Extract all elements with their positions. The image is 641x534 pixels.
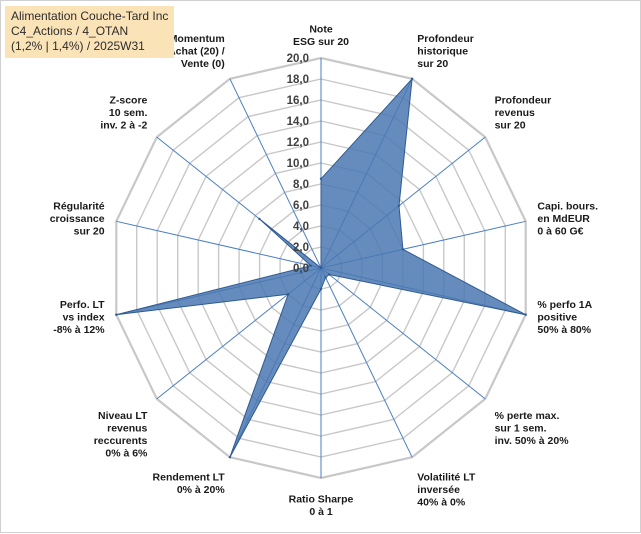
data-point bbox=[524, 313, 527, 316]
axis-category-label: Note bbox=[309, 24, 332, 36]
axis-category-label: sur 20 bbox=[74, 225, 105, 237]
axis-category-label: revenus bbox=[495, 107, 535, 119]
data-point bbox=[287, 293, 290, 296]
data-point bbox=[319, 177, 323, 180]
data-point bbox=[258, 217, 261, 221]
axis-category-label: 0 à 1 bbox=[309, 506, 333, 518]
axis-category-label: Régularité bbox=[53, 200, 105, 212]
axis-category-label: 10 sem. bbox=[109, 107, 148, 119]
axis-category-label: inversée bbox=[417, 484, 460, 496]
data-point bbox=[319, 287, 323, 291]
data-point bbox=[401, 248, 405, 251]
title-line-category: C4_Actions / 4_OTAN bbox=[11, 24, 129, 38]
data-point bbox=[228, 456, 232, 459]
radial-tick-label: 10,0 bbox=[287, 158, 309, 170]
title-line-period: (1,2% | 1,4%) / 2025W31 bbox=[11, 39, 145, 53]
axis-category-label: Perfo. LT bbox=[60, 299, 105, 311]
axis-category-label: % perte max. bbox=[495, 410, 560, 422]
axis-category-label: sur 20 bbox=[417, 58, 448, 70]
axis-category-label: Momentum bbox=[169, 33, 225, 45]
axis-spoke bbox=[116, 220, 322, 269]
axis-category-label: Capi. bours. bbox=[537, 200, 598, 212]
axis-category-label: 0 à 60 G€ bbox=[537, 225, 583, 237]
axis-spoke bbox=[320, 267, 486, 400]
axis-category-label: historique bbox=[417, 46, 468, 58]
axis-category-label: positive bbox=[537, 312, 577, 324]
axis-category-label: sur 20 bbox=[495, 120, 526, 132]
axis-spoke bbox=[229, 78, 322, 269]
axis-category-label: Vente (0) bbox=[181, 58, 225, 70]
chart-title-box: Alimentation Couche-Tard Inc C4_Actions … bbox=[5, 6, 175, 58]
axis-category-label: -8% à 12% bbox=[53, 324, 105, 336]
radial-tick-label: 4,0 bbox=[293, 221, 309, 233]
axis-category-label: inv. 2 à -2 bbox=[100, 120, 147, 132]
radial-tick-label: 20,0 bbox=[287, 53, 309, 65]
axis-category-label: 0% à 6% bbox=[105, 447, 148, 459]
data-point bbox=[397, 204, 401, 207]
radial-tick-label: 14,0 bbox=[287, 116, 309, 128]
axis-category-label: Volatilité LT bbox=[417, 472, 476, 484]
radial-tick-label: 6,0 bbox=[293, 200, 309, 212]
data-point bbox=[309, 264, 312, 267]
radial-tick-label: 16,0 bbox=[287, 95, 309, 107]
axis-category-label: reccurents bbox=[94, 435, 148, 447]
data-point bbox=[115, 313, 118, 316]
data-point bbox=[324, 276, 327, 279]
data-point bbox=[319, 266, 323, 270]
axis-spoke bbox=[320, 267, 413, 458]
axis-category-label: 40% à 0% bbox=[417, 497, 466, 509]
radial-tick-label: 0,0 bbox=[293, 263, 309, 275]
data-point bbox=[328, 273, 331, 276]
title-line-company: Alimentation Couche-Tard Inc bbox=[11, 9, 169, 23]
axis-category-label: ESG sur 20 bbox=[293, 36, 349, 48]
data-point bbox=[410, 77, 414, 81]
radial-tick-label: 2,0 bbox=[293, 242, 309, 254]
axis-category-label: 0% à 20% bbox=[177, 484, 226, 496]
radial-tick-label: 18,0 bbox=[287, 74, 309, 86]
axis-category-label: en MdEUR bbox=[537, 213, 590, 225]
axis-category-label: croissance bbox=[50, 213, 105, 225]
radial-tick-label: 12,0 bbox=[287, 137, 309, 149]
axis-category-label: Z-score bbox=[109, 95, 147, 107]
axis-category-label: revenus bbox=[107, 422, 147, 434]
radial-tick-label: 8,0 bbox=[293, 179, 309, 191]
axis-category-label: Profondeur bbox=[495, 95, 552, 107]
axis-category-label: Achat (20) / bbox=[168, 46, 225, 58]
axis-category-label: 50% à 80% bbox=[537, 324, 591, 336]
axis-category-label: Profondeur bbox=[417, 33, 474, 45]
axis-category-label: % perfo 1A bbox=[537, 299, 592, 311]
axis-category-label: Niveau LT bbox=[98, 410, 148, 422]
axis-category-label: sur 1 sem. bbox=[495, 422, 547, 434]
axis-category-label: Ratio Sharpe bbox=[289, 494, 354, 506]
axis-category-label: inv. 50% à 20% bbox=[495, 435, 570, 447]
axis-category-label: Rendement LT bbox=[153, 472, 226, 484]
axis-category-label: vs index bbox=[63, 312, 105, 324]
